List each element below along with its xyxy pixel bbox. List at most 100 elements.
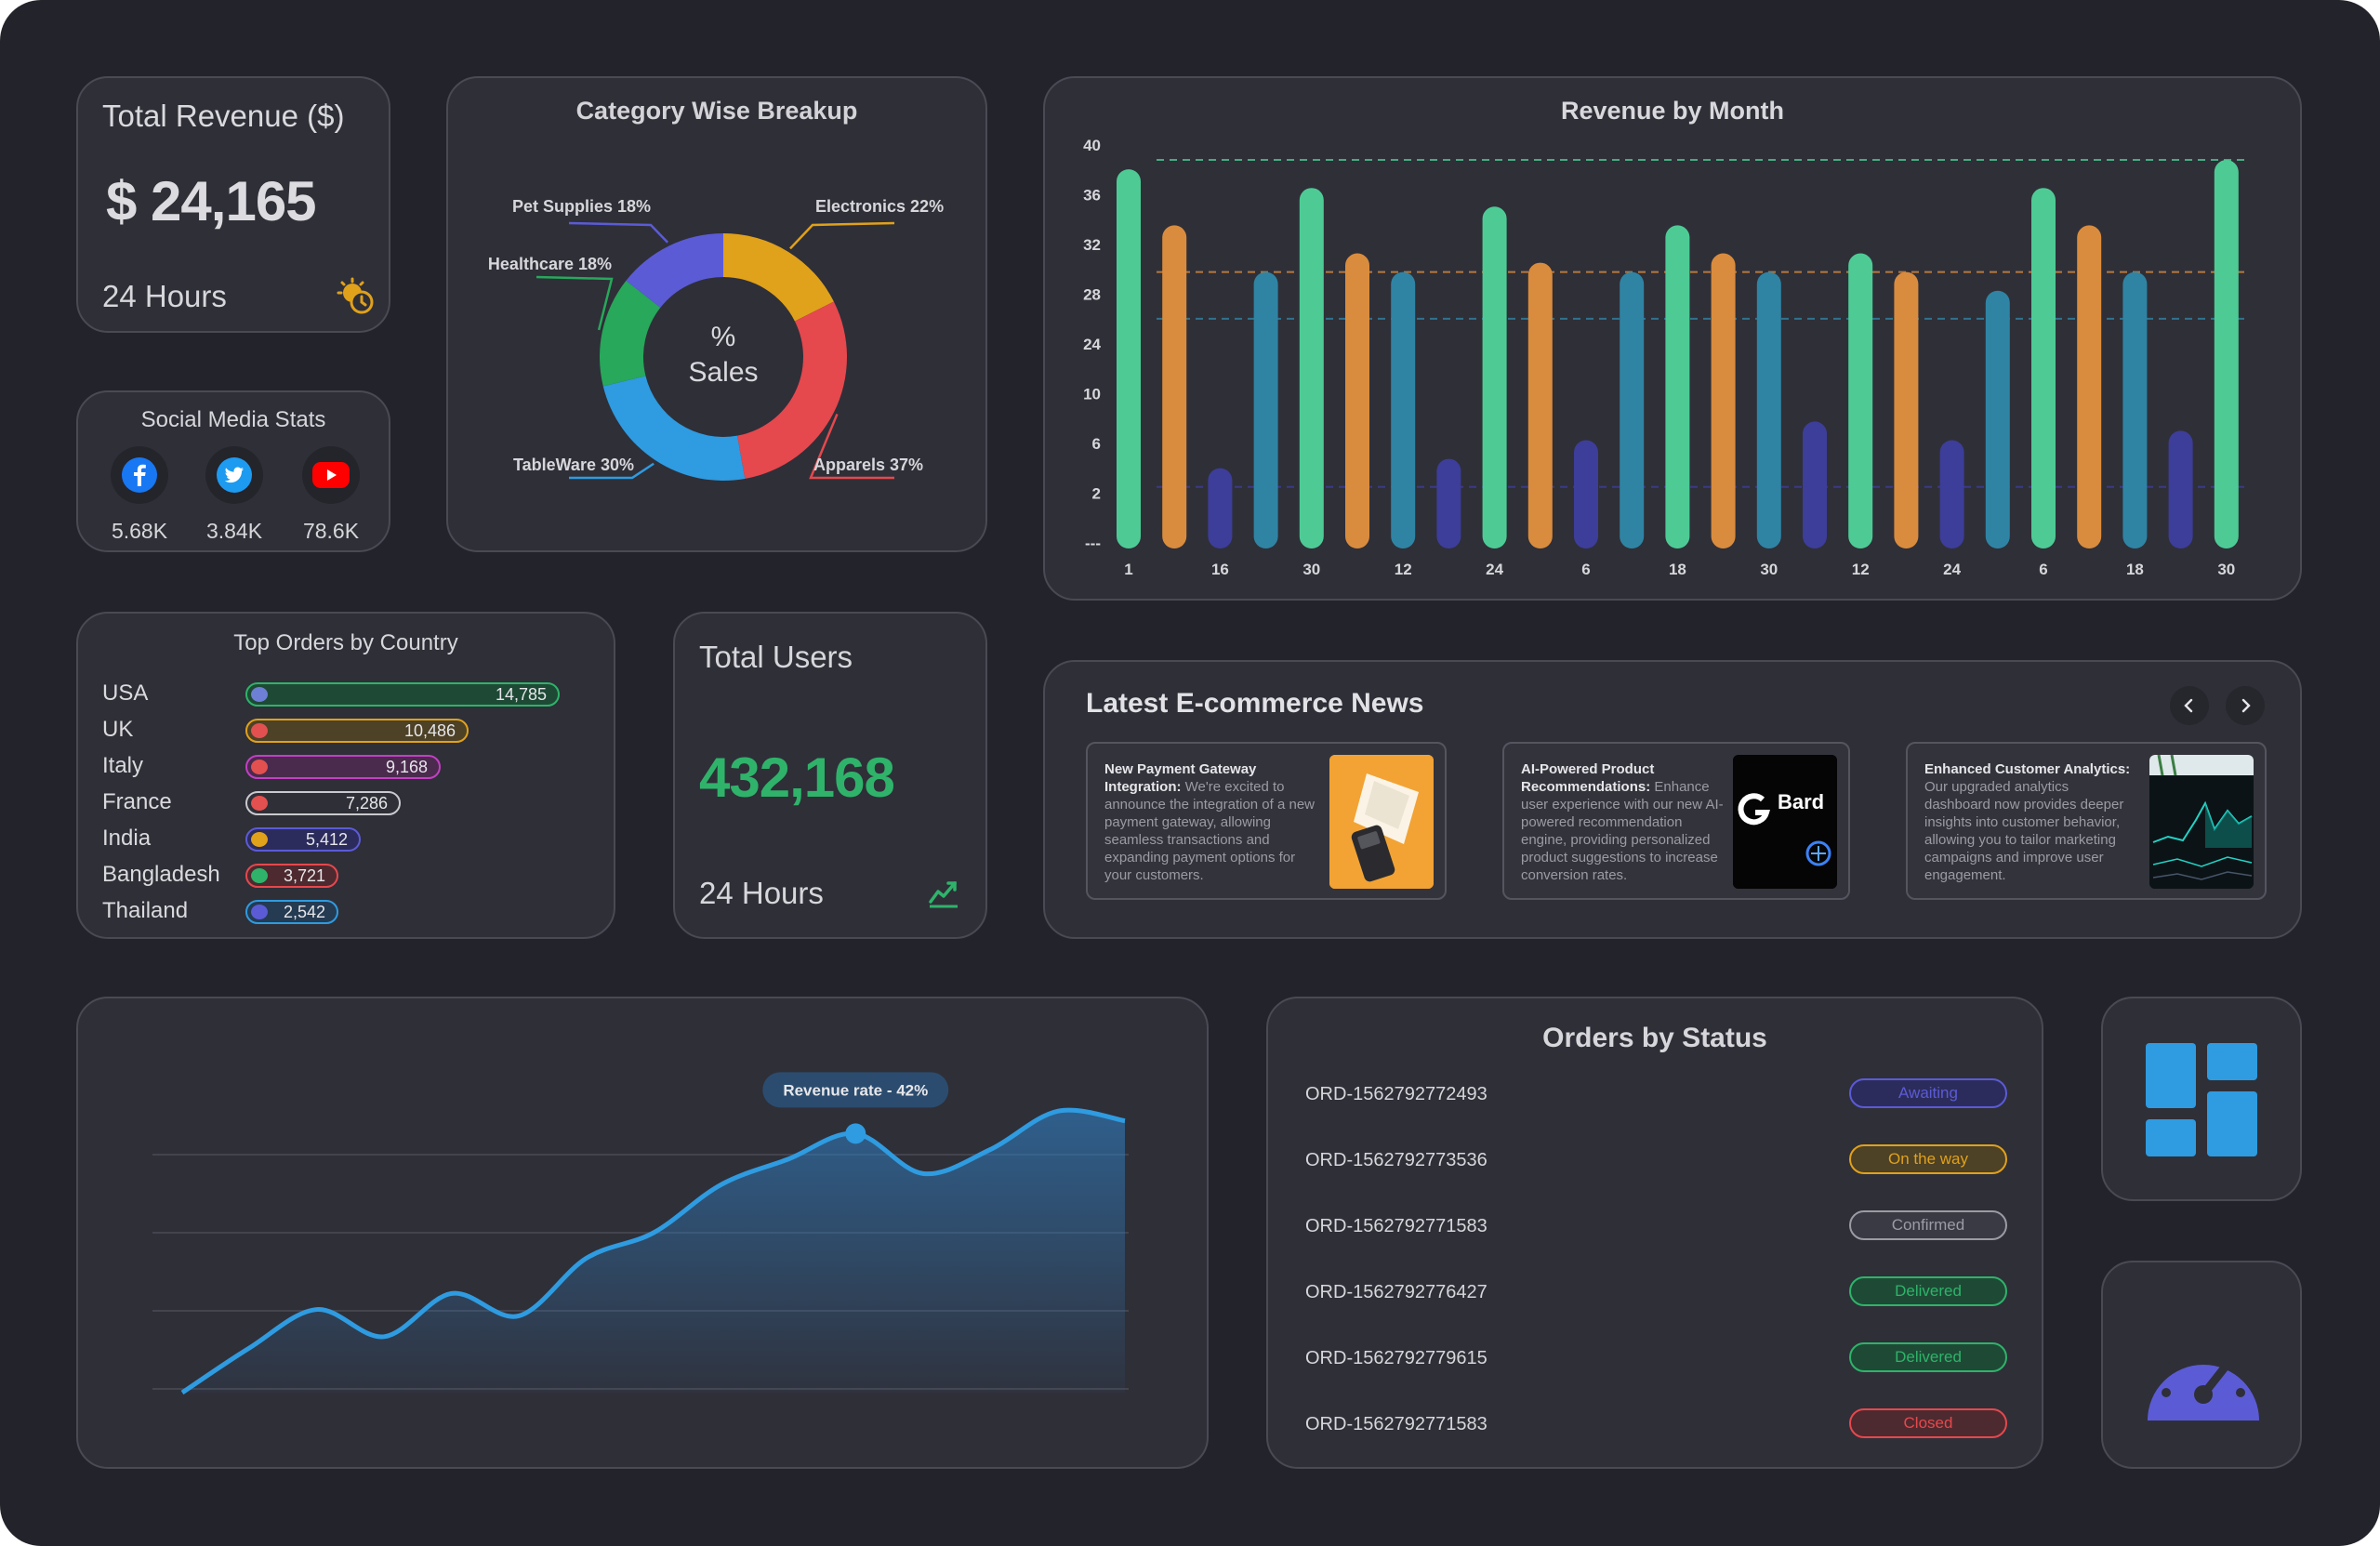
revenue-bar[interactable] [1208, 468, 1233, 548]
y-tick-label: 2 [1092, 485, 1101, 503]
y-tick-label: 40 [1083, 137, 1101, 154]
flag-icon [251, 832, 268, 847]
revenue-bar[interactable] [2214, 160, 2239, 549]
revenue-bar[interactable] [1803, 421, 1827, 548]
donut-slice[interactable] [626, 233, 723, 308]
flag-icon [251, 760, 268, 774]
country-row[interactable]: Italy 9,168 [78, 749, 614, 783]
users-value: 432,168 [699, 747, 895, 809]
revenue-bar[interactable] [1848, 253, 1873, 548]
revenue-bar[interactable] [1253, 271, 1278, 548]
y-tick-label: --- [1085, 535, 1101, 552]
order-row[interactable]: ORD-1562792779615 Delivered [1268, 1342, 2042, 1380]
country-row[interactable]: USA 14,785 [78, 677, 614, 710]
revenue-bar[interactable] [1162, 225, 1187, 548]
flag-icon [251, 796, 268, 811]
country-name: France [102, 789, 172, 814]
dashboard-grid-icon [2146, 1043, 2257, 1156]
social-facebook[interactable]: 5.68K [93, 446, 186, 544]
rate-marker[interactable] [845, 1123, 866, 1144]
dashboard-tile[interactable] [2101, 997, 2302, 1201]
y-tick-label: 6 [1092, 435, 1101, 453]
x-tick-label: 12 [1395, 561, 1412, 578]
social-title: Social Media Stats [140, 407, 326, 432]
news-prev-button[interactable] [2170, 686, 2209, 725]
revenue-bar[interactable] [1117, 169, 1141, 548]
social-twitter[interactable]: 3.84K [188, 446, 281, 544]
flag-icon [251, 723, 268, 738]
users-period: 24 Hours [699, 876, 824, 910]
revenue-bar[interactable] [2031, 188, 2056, 548]
news-body: Our upgraded analytics dashboard now pro… [1924, 779, 2124, 883]
country-value: 9,168 [385, 758, 428, 776]
y-tick-label: 10 [1083, 386, 1101, 403]
twitter-icon [217, 457, 252, 493]
order-row[interactable]: ORD-1562792773536 On the way [1268, 1144, 2042, 1182]
rate-tooltip-label: Revenue rate - 42% [783, 1081, 928, 1099]
country-row[interactable]: Thailand 2,542 [78, 894, 614, 928]
revenue-bar[interactable] [2122, 271, 2148, 548]
donut-label: Apparels 37% [813, 456, 923, 474]
donut-center-bottom: Sales [688, 357, 758, 388]
news-item-analytics[interactable]: Enhanced Customer Analytics: Our upgrade… [1906, 742, 2267, 900]
revenue-bar[interactable] [1620, 271, 1645, 548]
revenue-bar[interactable] [1665, 225, 1690, 548]
order-row[interactable]: ORD-1562792771583 Closed [1268, 1408, 2042, 1446]
revenue-bar[interactable] [1482, 206, 1507, 549]
total-users-card: Total Users 432,168 24 Hours [673, 612, 987, 939]
country-value: 5,412 [305, 830, 348, 849]
country-row[interactable]: India 5,412 [78, 822, 614, 855]
news-item-ai[interactable]: AI-Powered Product Recommendations: Enha… [1502, 742, 1850, 900]
revenue-bar[interactable] [2077, 225, 2102, 548]
order-id: ORD-1562792771583 [1305, 1414, 1488, 1434]
news-item-payment[interactable]: New Payment Gateway Integration: We're e… [1086, 742, 1447, 900]
revenue-card: Total Revenue ($) $ 24,165 24 Hours [76, 76, 390, 333]
country-row[interactable]: UK 10,486 [78, 713, 614, 747]
revenue-bar-chart: 40 36 32 28 24 10 6 2 --- 1 16 30 12 24 6 18 30 12 24 6 18 30 [1083, 137, 2246, 578]
donut-slice[interactable] [600, 280, 661, 387]
revenue-bar[interactable] [1756, 271, 1781, 548]
news-next-button[interactable] [2226, 686, 2265, 725]
order-row[interactable]: ORD-1562792771583 Confirmed [1268, 1210, 2042, 1248]
revenue-title: Total Revenue ($) [102, 99, 345, 133]
social-youtube[interactable]: 78.6K [284, 446, 377, 544]
donut-leader-line [789, 221, 895, 250]
x-tick-label: 30 [1302, 561, 1320, 578]
revenue-bar[interactable] [1711, 253, 1736, 548]
news-image-payment [1329, 755, 1434, 889]
news-body: We're excited to announce the integratio… [1104, 779, 1316, 883]
revenue-bar[interactable] [1985, 290, 2010, 548]
top-orders-country-card: Top Orders by Country USA 14,785 UK 10,486 I… [76, 612, 615, 939]
donut-leader-line [809, 413, 894, 480]
revenue-bar[interactable] [1391, 271, 1416, 548]
donut-slice[interactable] [737, 301, 847, 479]
revenue-bar[interactable] [1894, 271, 1919, 548]
donut-slice[interactable] [723, 233, 834, 322]
revenue-bar[interactable] [1939, 440, 1964, 548]
x-tick-label: 6 [1581, 561, 1590, 578]
revenue-bar[interactable] [1527, 262, 1553, 548]
news-headline: Enhanced Customer Analytics: [1924, 761, 2131, 777]
country-row[interactable]: France 7,286 [78, 786, 614, 819]
status-badge: Delivered [1849, 1342, 2007, 1372]
country-bar: 14,785 [245, 682, 560, 707]
revenue-bar[interactable] [1345, 253, 1369, 548]
flag-icon [251, 868, 268, 883]
youtube-count: 78.6K [302, 519, 360, 543]
revenue-bar[interactable] [1436, 458, 1461, 548]
order-id: ORD-1562792771583 [1305, 1216, 1488, 1236]
x-tick-label: 24 [1486, 561, 1503, 578]
order-row[interactable]: ORD-1562792772493 Awaiting [1268, 1078, 2042, 1116]
revenue-bar[interactable] [1574, 440, 1598, 548]
revenue-bar[interactable] [2168, 430, 2193, 548]
facebook-icon [122, 457, 157, 493]
speedometer-tile[interactable] [2101, 1261, 2302, 1469]
status-badge: Confirmed [1849, 1210, 2007, 1240]
donut-slice[interactable] [602, 376, 746, 481]
order-row[interactable]: ORD-1562792776427 Delivered [1268, 1276, 2042, 1314]
x-tick-label: 16 [1211, 561, 1229, 578]
country-row[interactable]: Bangladesh 3,721 [78, 858, 614, 892]
chevron-left-icon [2184, 698, 2193, 713]
revenue-bar[interactable] [1299, 188, 1324, 548]
